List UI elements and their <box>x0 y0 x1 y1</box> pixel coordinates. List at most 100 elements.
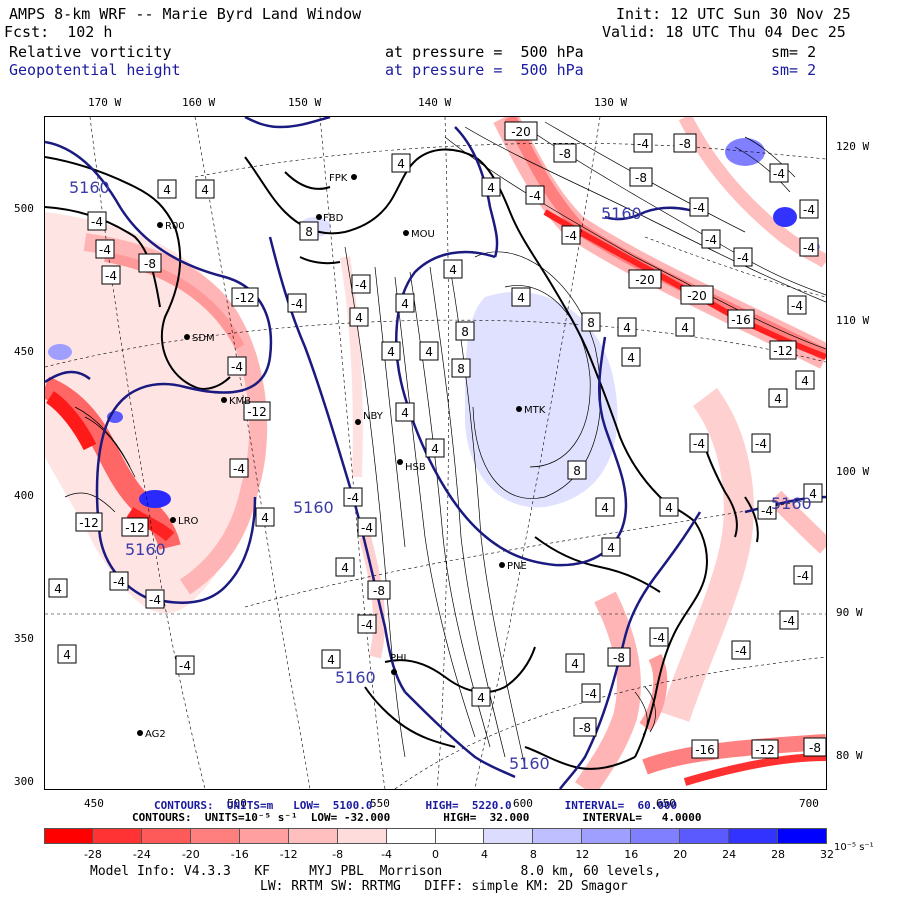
weather-map: -4 -4 -4 -8 -12 -4 -4 -12 -4 -12 -12 -4 … <box>45 117 826 789</box>
svg-text:-4: -4 <box>803 203 815 217</box>
lon-label-170w: 170 W <box>88 96 122 109</box>
svg-text:-4: -4 <box>361 521 373 535</box>
colorbar-label: 16 <box>624 848 639 861</box>
lon-label-100w: 100 W <box>836 465 870 478</box>
x-tick-450: 450 <box>84 797 104 810</box>
lon-label-130w: 130 W <box>594 96 628 109</box>
svg-text:-4: -4 <box>783 614 795 628</box>
svg-text:4: 4 <box>627 351 635 365</box>
station-label: FBD <box>323 213 344 224</box>
colorbar-swatch <box>239 828 289 844</box>
svg-text:-4: -4 <box>693 201 705 215</box>
colorbar-label: -4 <box>381 848 393 861</box>
svg-text:4: 4 <box>201 183 209 197</box>
svg-text:4: 4 <box>601 501 609 515</box>
svg-text:-12: -12 <box>125 521 145 535</box>
colorbar-swatch <box>44 828 93 844</box>
y-tick-400: 400 <box>14 489 34 502</box>
svg-text:-12: -12 <box>247 405 267 419</box>
x-tick-500: 500 <box>227 797 247 810</box>
svg-text:8: 8 <box>587 316 595 330</box>
colorbar-label: 8 <box>529 848 537 861</box>
svg-text:-12: -12 <box>235 291 255 305</box>
svg-text:4: 4 <box>327 653 335 667</box>
height-label: 5160 <box>69 178 110 197</box>
station-label: SDM <box>192 333 215 344</box>
station-label: MTK <box>524 405 546 416</box>
x-tick-550: 550 <box>370 797 390 810</box>
map-panel: -4 -4 -4 -8 -12 -4 -4 -12 -4 -12 -12 -4 … <box>44 116 827 790</box>
field2-name: Geopotential height <box>9 61 181 79</box>
svg-text:4: 4 <box>665 501 673 515</box>
colorbar-swatch <box>141 828 191 844</box>
svg-text:-4: -4 <box>755 437 767 451</box>
svg-text:4: 4 <box>355 311 363 325</box>
svg-text:4: 4 <box>681 321 689 335</box>
svg-text:-4: -4 <box>113 575 125 589</box>
svg-text:8: 8 <box>305 225 313 239</box>
colorbar-swatch <box>435 828 485 844</box>
svg-text:8: 8 <box>457 362 465 376</box>
field2-smoothing: sm= 2 <box>771 61 817 79</box>
colorbar-swatch <box>680 828 730 844</box>
colorbar-swatch <box>288 828 338 844</box>
svg-text:-4: -4 <box>355 278 367 292</box>
svg-text:4: 4 <box>425 345 433 359</box>
svg-text:4: 4 <box>801 374 809 388</box>
station-label: MOU <box>411 229 435 240</box>
svg-text:-8: -8 <box>679 137 691 151</box>
colorbar-swatch <box>337 828 387 844</box>
height-label: 5160 <box>509 754 550 773</box>
colorbar-label: -16 <box>230 848 249 861</box>
svg-text:-4: -4 <box>637 137 649 151</box>
svg-text:-4: -4 <box>735 644 747 658</box>
svg-text:-8: -8 <box>373 584 385 598</box>
svg-text:-4: -4 <box>105 269 117 283</box>
svg-text:4: 4 <box>607 541 615 555</box>
svg-text:4: 4 <box>477 691 485 705</box>
height-contour-info: CONTOURS: UNITS=m LOW= 5100.0 HIGH= 5220… <box>154 799 678 812</box>
lon-label-110w: 110 W <box>836 314 870 327</box>
svg-text:-20: -20 <box>635 273 655 287</box>
lon-label-160w: 160 W <box>182 96 216 109</box>
station-label: R00 <box>165 221 185 232</box>
svg-text:-16: -16 <box>731 313 751 327</box>
svg-text:8: 8 <box>461 325 469 339</box>
svg-text:-4: -4 <box>233 462 245 476</box>
station-label: PHL <box>390 653 410 664</box>
svg-text:-4: -4 <box>529 189 541 203</box>
height-label: 5160 <box>601 204 642 223</box>
height-label: 5160 <box>125 540 166 559</box>
colorbar-label: 32 <box>820 848 834 861</box>
svg-text:-4: -4 <box>361 618 373 632</box>
y-tick-500: 500 <box>14 202 34 215</box>
svg-text:-4: -4 <box>705 233 717 247</box>
svg-text:4: 4 <box>63 648 71 662</box>
svg-text:4: 4 <box>809 487 817 501</box>
svg-text:4: 4 <box>163 183 171 197</box>
svg-text:-4: -4 <box>791 299 803 313</box>
colorbar-label: -24 <box>132 848 151 861</box>
field1-level: at pressure = 500 hPa <box>385 43 584 61</box>
model-physics: LW: RRTM SW: RRTMG DIFF: simple KM: 2D S… <box>260 879 628 894</box>
colorbar-label: 24 <box>722 848 737 861</box>
svg-text:-4: -4 <box>291 297 303 311</box>
svg-text:-4: -4 <box>737 251 749 265</box>
colorbar-swatch <box>778 828 827 844</box>
vorticity-contour-info: CONTOURS: UNITS=10⁻⁵ s⁻¹ LOW= -32.000 HI… <box>132 811 702 824</box>
y-tick-350: 350 <box>14 632 34 645</box>
field2-level: at pressure = 500 hPa <box>385 61 584 79</box>
colorbar-label: 4 <box>480 848 488 861</box>
svg-text:4: 4 <box>431 442 439 456</box>
svg-text:4: 4 <box>401 297 409 311</box>
colorbar-swatch <box>729 828 779 844</box>
svg-text:4: 4 <box>387 345 395 359</box>
svg-text:-12: -12 <box>79 516 99 530</box>
svg-text:4: 4 <box>774 392 782 406</box>
colorbar-label: 28 <box>771 848 786 861</box>
svg-text:4: 4 <box>54 582 62 596</box>
svg-text:-4: -4 <box>653 631 665 645</box>
station-label: AG2 <box>145 729 166 740</box>
station-label: KMB <box>229 396 251 407</box>
svg-text:-4: -4 <box>231 360 243 374</box>
